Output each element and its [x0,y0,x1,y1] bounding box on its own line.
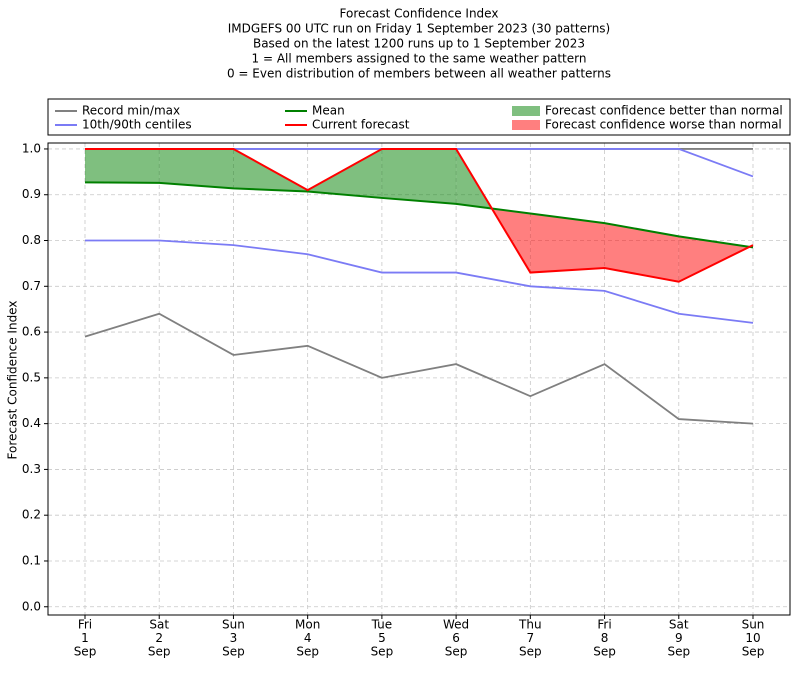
x-tick-label: Sep [667,645,690,659]
fill-worse [604,223,679,282]
fill-better [381,148,457,204]
x-tick-label: 10 [745,631,760,645]
x-tick-label: Thu [518,618,542,632]
fill-better [307,148,382,198]
chart-subtitle: 1 = All members assigned to the same wea… [252,52,587,66]
chart-subtitle: IMDGEFS 00 UTC run on Friday 1 September… [228,22,610,36]
x-tick-label: Sep [371,645,394,659]
x-tick-label: 3 [230,631,238,645]
legend-box [47,98,791,136]
x-tick-label: Sat [149,618,169,632]
x-tick-label: Wed [443,618,469,632]
fill-better [159,148,234,189]
series-line [84,181,754,249]
legend-label: Current forecast [312,118,410,132]
y-tick-label: 1.0 [22,141,41,155]
x-tick-label: 9 [675,631,683,645]
y-tick-label: 0.5 [22,370,41,384]
x-tick-label: Tue [371,618,393,632]
x-tick-label: 7 [527,631,535,645]
x-tick-label: 6 [452,631,460,645]
x-tick-label: 2 [155,631,163,645]
x-tick-label: Fri [78,618,92,632]
legend-swatch [512,106,540,116]
legend-label: Forecast confidence better than normal [545,104,783,118]
chart-subtitle: 0 = Even distribution of members between… [227,67,611,81]
x-tick-label: Sun [742,618,765,632]
y-tick-label: 0.0 [22,599,41,613]
y-tick-label: 0.6 [22,325,41,339]
x-tick-label: Fri [597,618,611,632]
x-tick-label: Sep [445,645,468,659]
x-tick-label: Sat [669,618,689,632]
x-tick-label: 5 [378,631,386,645]
y-tick-label: 0.4 [22,416,41,430]
x-tick-label: Sep [519,645,542,659]
fill-worse [678,236,750,282]
legend-swatch [512,120,540,130]
y-tick-label: 0.2 [22,508,41,522]
x-tick-label: Sep [593,645,616,659]
series-line [84,312,754,425]
x-tick-label: Sun [222,618,245,632]
y-tick-label: 0.3 [22,462,41,476]
legend-label: Record min/max [82,104,180,118]
y-tick-label: 0.9 [22,187,41,201]
y-tick-label: 0.1 [22,553,41,567]
x-tick-label: Sep [296,645,319,659]
fill-worse [530,213,605,273]
x-tick-label: Sep [742,645,765,659]
fill-better [85,148,160,183]
series-line [85,147,754,283]
y-tick-label: 0.7 [22,279,41,293]
series-line [85,239,754,324]
plot-frame [47,142,791,616]
legend-label: Forecast confidence worse than normal [545,118,782,132]
x-tick-label: 8 [601,631,609,645]
y-axis-label: Forecast Confidence Index [6,301,20,460]
x-tick-label: Mon [295,618,320,632]
chart-title: Forecast Confidence Index [340,7,499,21]
x-tick-label: Sep [148,645,171,659]
chart-subtitle: Based on the latest 1200 runs up to 1 Se… [253,37,585,51]
legend-label: 10th/90th centiles [82,118,192,132]
x-tick-label: 4 [304,631,312,645]
x-tick-label: 1 [81,631,89,645]
legend-label: Mean [312,104,345,118]
x-tick-label: Sep [222,645,245,659]
x-tick-label: Sep [74,645,97,659]
y-tick-label: 0.8 [22,233,41,247]
